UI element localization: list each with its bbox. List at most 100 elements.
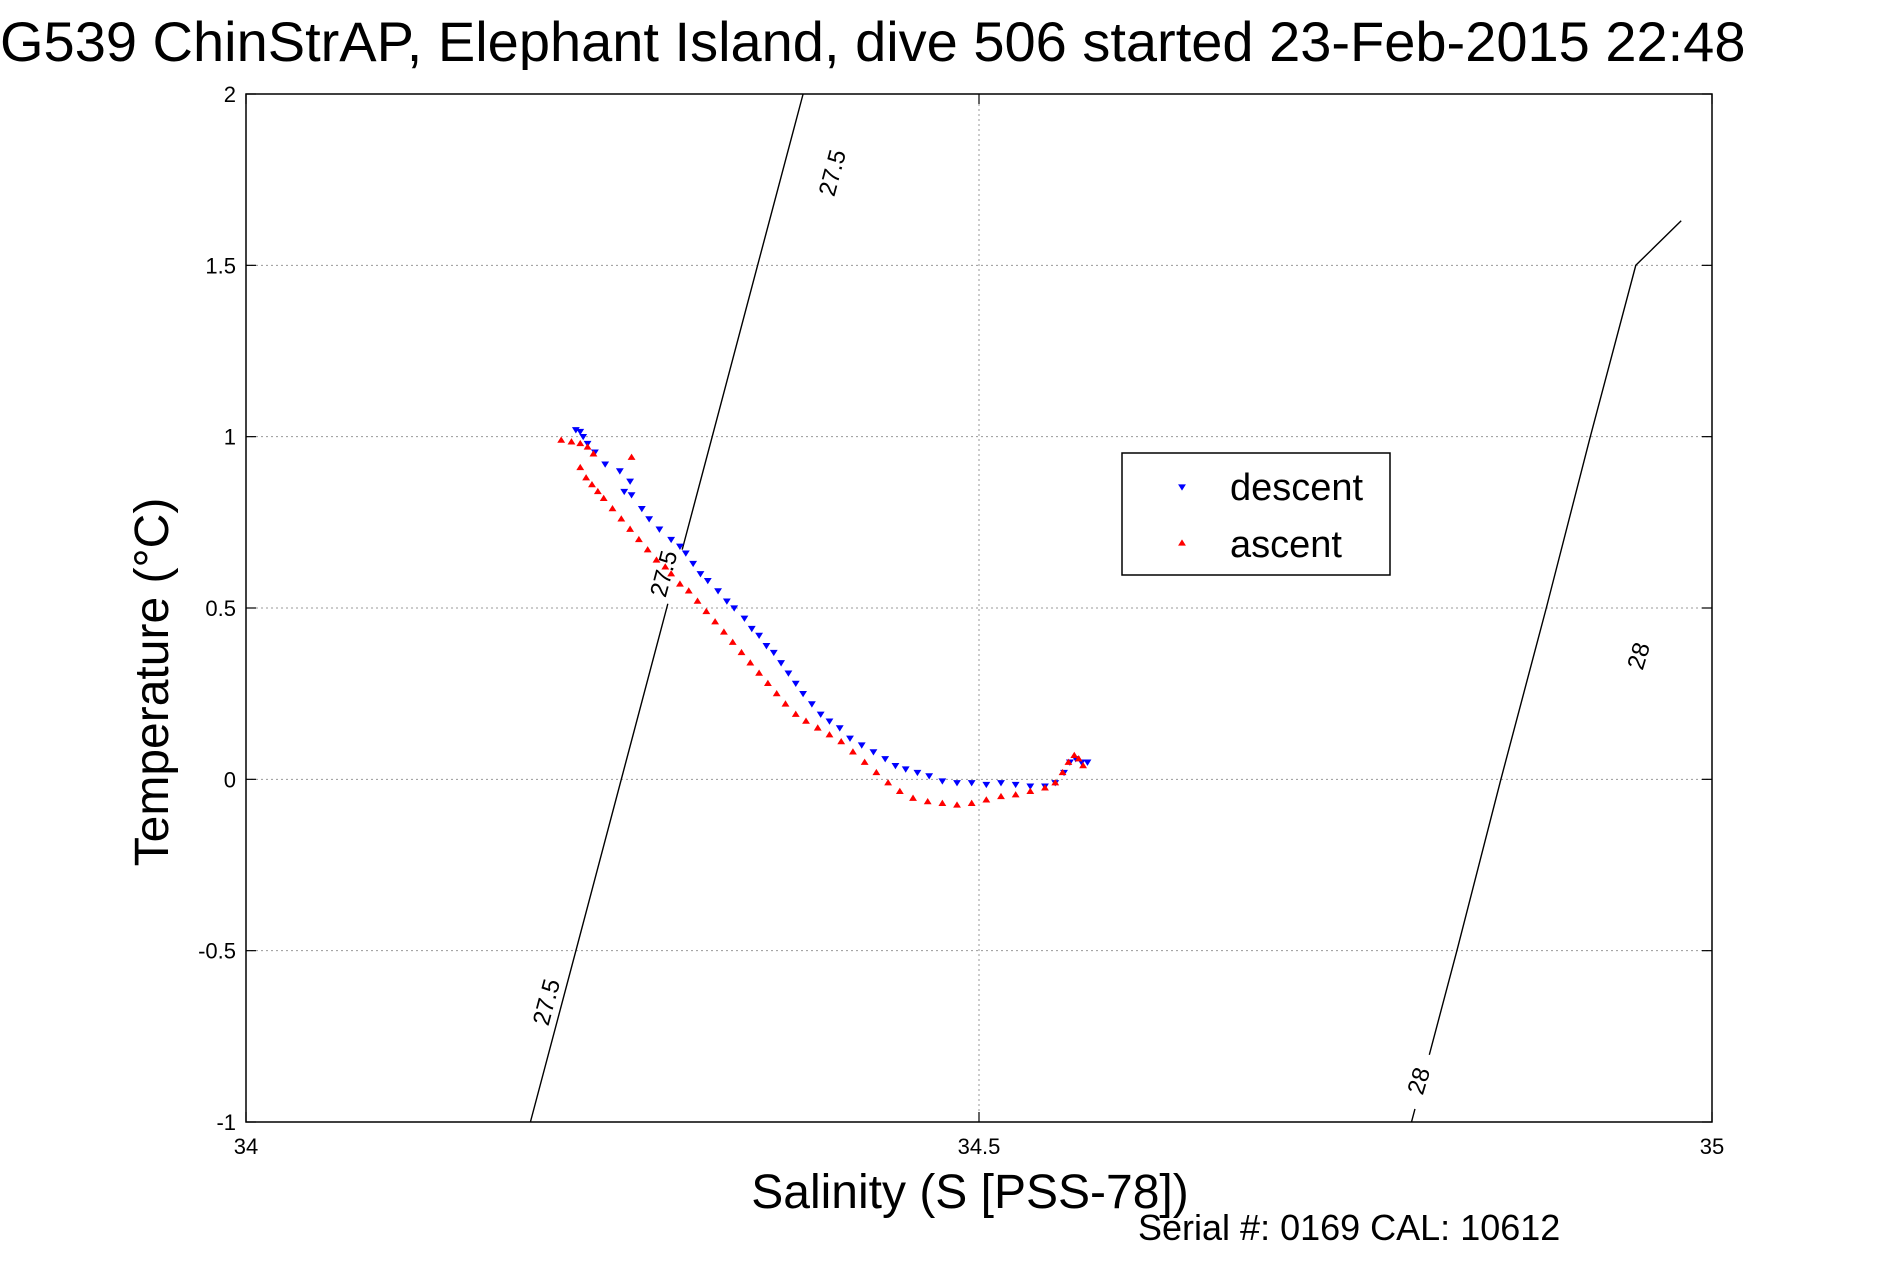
data-point-ascent [702, 607, 711, 615]
density-contour-28 [1410, 220, 1682, 1123]
data-point-ascent [652, 556, 661, 563]
data-point-ascent [1011, 791, 1020, 798]
data-point-ascent [849, 748, 857, 755]
data-point-ascent [781, 700, 790, 707]
serial-cal-text: Serial #: 0169 CAL: 10612 [1138, 1207, 1560, 1248]
y-tick-label: -1 [216, 1110, 236, 1135]
data-point-descent [807, 701, 816, 708]
data-point-descent [579, 434, 588, 441]
data-point-ascent [755, 669, 764, 676]
data-point-descent [762, 643, 771, 650]
x-tick-label: 34.5 [958, 1134, 1001, 1159]
data-series [557, 427, 1092, 808]
data-point-ascent [923, 797, 932, 805]
data-point-descent [676, 543, 684, 550]
legend-marker-shape [1178, 484, 1186, 491]
data-point-ascent [1070, 751, 1079, 758]
data-point-ascent [711, 618, 720, 625]
data-point-ascent [895, 787, 904, 794]
data-point-descent [901, 766, 910, 773]
data-point-descent [637, 505, 646, 513]
contour-label: 27.5 [814, 147, 852, 199]
data-point-descent [601, 461, 610, 468]
data-point-ascent [567, 438, 576, 445]
data-point-ascent [588, 481, 596, 488]
data-point-descent [615, 468, 624, 475]
data-point-descent [938, 778, 947, 785]
data-point-ascent [583, 443, 592, 450]
data-point-descent [997, 780, 1005, 787]
data-point-ascent [802, 717, 810, 724]
y-tick-label: 0 [224, 767, 236, 792]
data-point-ascent [582, 474, 591, 481]
data-point-descent [825, 718, 834, 725]
data-point-ascent [837, 738, 846, 745]
legend: descent ascent [1121, 452, 1391, 576]
data-point-descent [703, 577, 712, 585]
data-point-ascent [1074, 755, 1083, 762]
data-point-ascent [608, 504, 617, 512]
data-point-ascent [643, 546, 652, 553]
legend-label-descent: descent [1230, 467, 1364, 509]
data-point-descent [1026, 783, 1035, 790]
data-point-ascent [1064, 758, 1073, 765]
data-point-descent [740, 615, 749, 622]
legend-marker-ascent [1178, 539, 1186, 546]
data-point-descent [835, 725, 844, 732]
y-tick-label: 1.5 [205, 253, 236, 278]
data-point-descent [799, 691, 808, 698]
data-point-ascent [557, 436, 566, 443]
data-point-descent [730, 605, 739, 612]
data-point-descent [576, 428, 585, 436]
data-point-descent [626, 478, 635, 485]
data-point-ascent [1058, 768, 1067, 776]
data-point-descent [714, 588, 722, 595]
data-point-descent [620, 488, 629, 496]
legend-label-ascent: ascent [1230, 524, 1342, 566]
data-point-descent [681, 550, 690, 557]
plot-title: G539 ChinStrAP, Elephant Island, dive 50… [0, 14, 1746, 70]
y-tick-label: 1 [224, 425, 236, 450]
data-point-ascent [772, 690, 781, 697]
data-point-ascent [589, 450, 598, 457]
data-point-ascent [982, 796, 991, 803]
data-point-ascent [763, 679, 772, 687]
y-tick-label: 2 [224, 82, 236, 107]
data-point-descent [913, 769, 922, 777]
data-point-ascent [997, 792, 1005, 800]
y-tick-label: -0.5 [198, 939, 236, 964]
data-point-ascent [617, 515, 626, 522]
data-point-descent [747, 625, 756, 633]
data-point-descent [755, 632, 764, 640]
data-point-ascent [813, 724, 822, 731]
y-axis-label: Temperature (°C) [126, 498, 179, 867]
data-point-ascent [593, 487, 602, 495]
contour-label-bg [1617, 625, 1661, 687]
data-point-descent [982, 781, 991, 789]
grid-lines [245, 93, 1713, 1123]
x-axis-label: Salinity (S [PSS-78]) [751, 1166, 1188, 1219]
data-point-ascent [599, 494, 608, 501]
data-point-descent [1083, 759, 1092, 766]
data-point-descent [784, 670, 793, 677]
density-contour-27.5 [529, 93, 804, 1123]
data-point-descent [869, 749, 878, 756]
data-point-ascent [693, 597, 702, 604]
data-point-ascent [909, 794, 917, 801]
data-point-ascent [576, 439, 585, 447]
legend-marker-descent [1178, 484, 1186, 491]
data-point-ascent [938, 799, 947, 806]
data-point-ascent [1041, 784, 1049, 791]
data-point-ascent [684, 587, 693, 594]
x-tick-label: 34 [234, 1134, 258, 1159]
data-point-descent [953, 780, 961, 787]
data-point-descent [967, 780, 976, 787]
contour-label-bg [1397, 1050, 1441, 1112]
data-point-descent [925, 773, 934, 780]
data-point-descent [1011, 781, 1020, 789]
data-point-ascent [953, 801, 961, 808]
data-point-descent [689, 560, 698, 568]
contour-label: 27.5 [645, 548, 683, 600]
data-point-ascent [967, 799, 976, 806]
data-point-ascent [661, 563, 670, 570]
